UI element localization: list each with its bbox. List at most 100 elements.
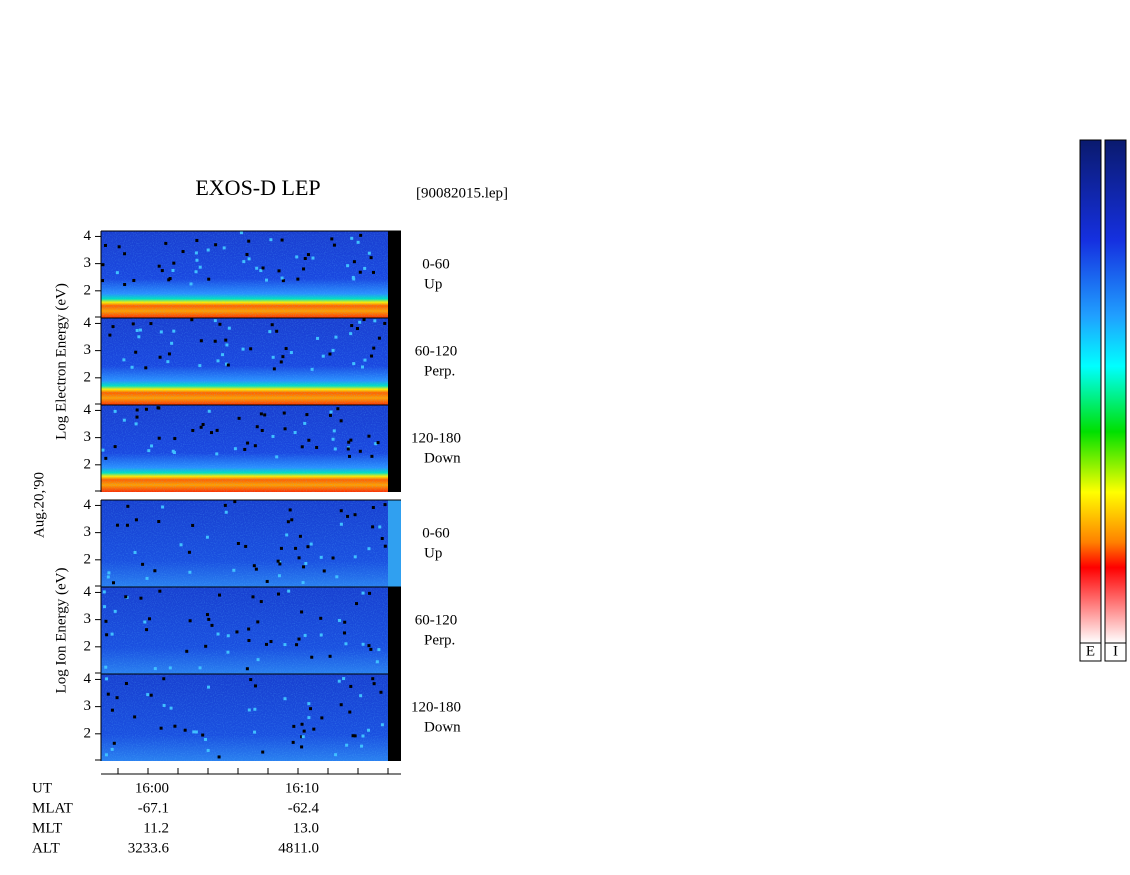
orbit-key: MLAT [32,800,73,816]
file-name: [90082015.lep] [416,185,508,201]
pixel [290,518,294,522]
pixel [361,734,365,738]
pixel [133,550,137,554]
pixel [279,360,283,364]
pixel [288,508,292,512]
angle-label: 60-120 [415,612,458,628]
pixel [246,441,250,445]
pixel [319,633,323,637]
pixel [346,264,350,268]
group-label: Log Ion Energy (eV) [53,568,69,694]
pixel [173,724,177,728]
pixel [192,730,196,734]
pixel [137,335,141,339]
pixel [300,745,304,749]
pixel [103,605,107,609]
pixel [293,431,297,435]
y-tick-label: 4 [84,584,92,600]
date-label: Aug.20,'90 [31,472,47,538]
colorbar-label: E [1086,643,1095,659]
pixel [189,282,193,286]
pixel [264,278,268,282]
pixel [115,271,119,275]
angle-label: 60-120 [415,343,458,359]
pixel [329,410,333,414]
pixel [172,329,176,333]
pixel [351,275,355,279]
pixel [194,251,198,255]
pixel [108,333,112,337]
pixel [135,408,139,412]
pixel [282,411,286,415]
no-data-strip [388,500,401,587]
pixel [207,409,211,413]
pixel [367,251,371,255]
pixel [349,684,353,688]
pixel [139,596,143,600]
pixel [134,518,138,522]
pixel [301,735,305,739]
pixel [253,707,257,711]
pixel [253,730,257,734]
pixel [226,634,230,638]
pixel [352,260,356,264]
pixel [305,413,309,417]
pixel [321,354,325,358]
pixel [171,268,175,272]
pixel [198,364,202,368]
pixel [135,415,139,419]
pixel [297,637,301,641]
pixel [110,632,114,636]
pixel [360,365,364,369]
pixel [191,523,195,527]
pixel [380,723,384,727]
pixel [294,546,298,550]
pixel [147,449,151,453]
pixel [168,277,172,281]
pixel [271,434,275,438]
pixel [233,447,237,451]
pixel [302,565,306,569]
orbit-key: MLT [32,820,62,836]
pixel [303,257,307,261]
pixel [352,362,356,366]
orbit-value: 4811.0 [278,840,319,856]
orbit-value: 11.2 [143,820,169,836]
pixel [349,332,353,336]
pixel [232,568,236,572]
group-label: Log Electron Energy (eV) [53,283,69,440]
pixel [216,359,220,363]
pixel [111,325,115,329]
pixel [337,618,341,622]
pixel [247,627,251,631]
pixel [339,703,343,707]
pixel [210,623,214,627]
pixel [173,437,177,441]
pixel [315,445,319,449]
pixel [225,362,229,366]
pixel [216,632,220,636]
pixel [113,445,117,449]
y-tick-label: 3 [84,342,92,358]
pixel [149,693,153,697]
pixel [342,677,346,681]
pixel [247,257,251,261]
pixel [277,574,281,578]
pixel [361,642,365,646]
pixel [344,642,348,646]
pixel [292,724,296,728]
pixel [353,734,357,738]
colorbar [1079,139,1102,644]
pixel [375,660,379,664]
pixel [215,452,219,456]
pixel [371,506,375,510]
pixel [242,260,246,264]
pixel [280,276,284,280]
pixel [300,722,304,726]
y-tick-label: 2 [84,638,92,654]
pixel [209,431,213,435]
pixel [245,252,249,256]
pixel [286,520,290,524]
y-tick-label: 2 [84,551,92,567]
pixel [215,428,219,432]
